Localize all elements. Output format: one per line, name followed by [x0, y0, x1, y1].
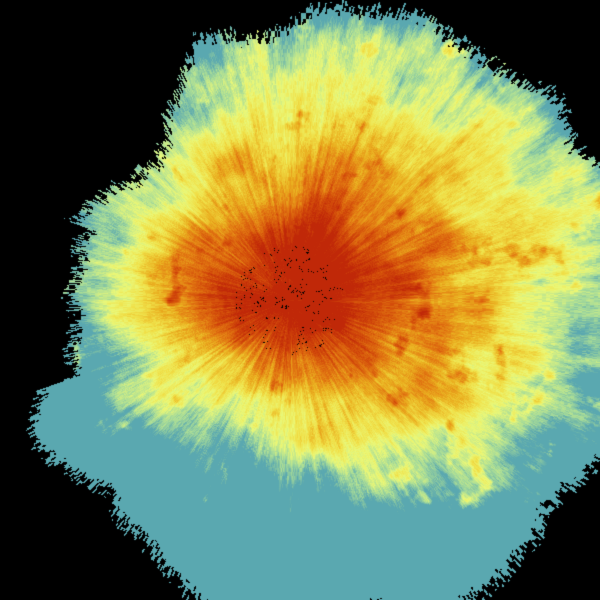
radar-scan-image [0, 0, 600, 600]
